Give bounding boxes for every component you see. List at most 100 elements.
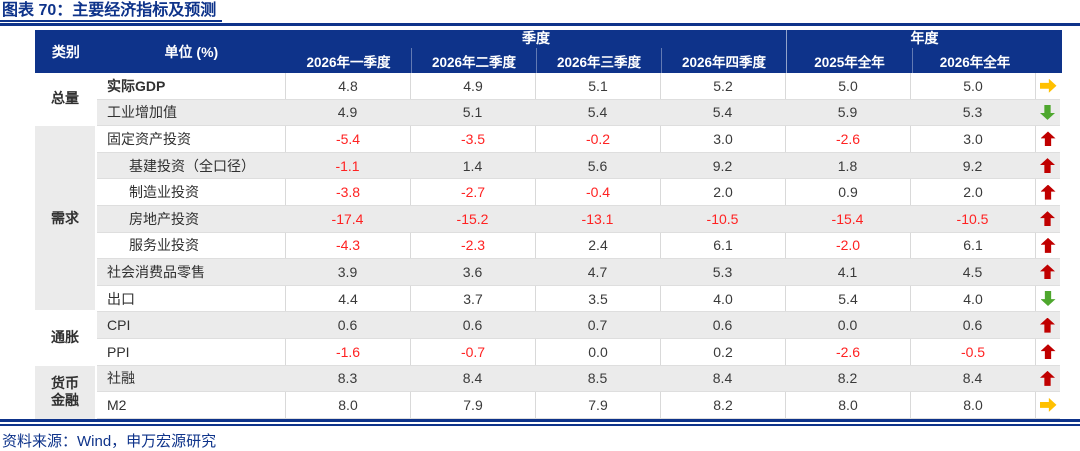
row-label: 社融 — [107, 370, 135, 387]
column-header-q2: 2026年二季度 — [411, 48, 536, 73]
value-cell: -0.2 — [535, 126, 660, 152]
value-cell: -4.3 — [285, 232, 410, 259]
category-cell-total: 总量 — [35, 73, 95, 127]
table-row: 工业增加值 4.9 5.1 5.4 5.4 5.9 5.3 — [97, 99, 1060, 127]
trend-arrow-icon — [1040, 237, 1056, 253]
value-cell: 8.0 — [910, 392, 1035, 418]
trend-arrow-icon — [1040, 184, 1056, 200]
value-cell: -10.5 — [956, 210, 989, 227]
value-cell: -13.1 — [581, 210, 614, 227]
value-cell: 0.0 — [837, 317, 858, 334]
value-cell: -1.1 — [335, 157, 360, 174]
source-note: 资料来源：Wind，申万宏源研究 — [2, 433, 217, 450]
trend-arrow-icon — [1040, 317, 1055, 333]
category-label: 金融 — [51, 392, 79, 409]
quarter-group-label: 季度 — [522, 30, 550, 46]
trend-arrow-icon — [1040, 104, 1055, 120]
value-cell: 4.4 — [285, 285, 410, 312]
trend-arrow-icon — [1039, 397, 1057, 412]
value-cell: 4.0 — [660, 285, 785, 312]
trend-cell — [1035, 153, 1060, 179]
trend-arrow-icon — [1039, 78, 1057, 93]
value-cell: 9.2 — [712, 157, 733, 174]
value-cell: 4.1 — [837, 263, 858, 280]
table-row: CPI 0.6 0.6 0.7 0.6 0.0 0.6 — [97, 312, 1060, 339]
bottom-rule-thick — [0, 419, 1080, 422]
value-cell: -15.2 — [456, 210, 489, 227]
trend-cell — [1035, 100, 1060, 126]
value-cell: 5.9 — [837, 104, 858, 121]
value-cell: 8.5 — [587, 370, 608, 387]
trend-arrow-icon — [1040, 370, 1055, 386]
figure-title: 图表 70：主要经济指标及预测 — [0, 0, 223, 22]
header-category: 类别 — [51, 43, 80, 60]
table-row: 社融 8.3 8.4 8.5 8.4 8.2 8.4 — [97, 365, 1060, 393]
value-cell: 8.2 — [660, 392, 785, 418]
row-label: CPI — [107, 317, 131, 334]
value-cell: 8.0 — [785, 392, 910, 418]
value-cell: 8.2 — [837, 370, 858, 387]
value-cell: 3.5 — [535, 285, 660, 312]
category-cell-demand: 需求 — [35, 126, 95, 313]
trend-cell — [1035, 73, 1060, 99]
quarter-column-headers: 2026年一季度 2026年二季度 2026年三季度 2026年四季度 — [286, 48, 786, 73]
value-cell: 8.3 — [337, 370, 358, 387]
indicators-table: 类别 单位 (%) 季度 2026年一季度 2026年二季度 2026年三季度 … — [35, 30, 1062, 419]
value-cell: -2.6 — [785, 126, 910, 152]
trend-cell — [1035, 392, 1060, 418]
value-cell: 0.0 — [535, 338, 660, 365]
value-cell: 4.7 — [587, 263, 608, 280]
value-cell: 5.1 — [535, 73, 660, 99]
value-cell: 5.3 — [962, 104, 983, 121]
value-cell: 5.3 — [712, 263, 733, 280]
row-label: 固定资产投资 — [107, 130, 191, 147]
trend-arrow-icon — [1040, 264, 1055, 280]
year-column-headers: 2025年全年 2026年全年 — [787, 48, 1062, 73]
trend-cell — [1035, 338, 1060, 365]
value-cell: 2.4 — [535, 232, 660, 259]
year-group-label: 年度 — [910, 30, 939, 46]
category-label: 通胀 — [51, 329, 79, 346]
value-cell: -17.4 — [331, 210, 364, 227]
trend-cell — [1035, 259, 1060, 285]
table-row: 房地产投资 -17.4 -15.2 -13.1 -10.5 -15.4 -10.… — [97, 205, 1060, 233]
value-cell: -5.4 — [285, 126, 410, 152]
table-row: 基建投资（全口径） -1.1 1.4 5.6 9.2 1.8 9.2 — [97, 152, 1060, 180]
value-cell: 5.0 — [910, 73, 1035, 99]
value-cell: 0.2 — [660, 338, 785, 365]
column-header-fy2025: 2025年全年 — [814, 54, 885, 70]
category-label: 需求 — [51, 209, 79, 226]
value-cell: 4.9 — [410, 73, 535, 99]
row-label: 出口 — [107, 290, 135, 307]
value-cell: 6.1 — [910, 232, 1035, 259]
value-cell: 3.0 — [660, 126, 785, 152]
value-cell: 1.4 — [462, 157, 483, 174]
table-row: 社会消费品零售 3.9 3.6 4.7 5.3 4.1 4.5 — [97, 259, 1060, 286]
row-label: 基建投资（全口径） — [129, 157, 255, 174]
value-cell: 4.9 — [337, 104, 358, 121]
row-label: PPI — [107, 343, 130, 360]
value-cell: 2.0 — [910, 179, 1035, 205]
value-cell: 6.1 — [660, 232, 785, 259]
category-label: 总量 — [51, 89, 79, 106]
value-cell: -2.7 — [410, 179, 535, 205]
value-cell: -0.7 — [410, 338, 535, 365]
trend-arrow-icon — [1040, 291, 1056, 307]
figure-title-block: 图表 70：主要经济指标及预测 — [0, 0, 1080, 26]
value-cell: -2.0 — [785, 232, 910, 259]
value-cell: 1.8 — [837, 157, 858, 174]
value-cell: 7.9 — [410, 392, 535, 418]
value-cell: 4.5 — [962, 263, 983, 280]
table-row: 出口 4.4 3.7 3.5 4.0 5.4 4.0 — [97, 285, 1060, 313]
category-cell-inflation: 通胀 — [35, 312, 95, 366]
value-cell: 0.6 — [462, 317, 483, 334]
value-cell: 0.9 — [785, 179, 910, 205]
column-header-trend-spacer — [1037, 48, 1062, 73]
column-header-q1: 2026年一季度 — [306, 54, 391, 70]
trend-arrow-icon — [1040, 211, 1055, 227]
trend-cell — [1035, 232, 1060, 259]
value-cell: 4.0 — [910, 285, 1035, 312]
row-label: 制造业投资 — [129, 184, 199, 201]
table-row: 服务业投资 -4.3 -2.3 2.4 6.1 -2.0 6.1 — [97, 232, 1060, 260]
value-cell: 5.6 — [587, 157, 608, 174]
